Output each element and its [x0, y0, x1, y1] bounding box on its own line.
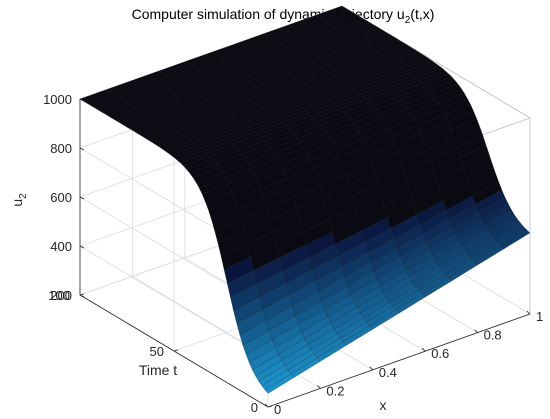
- grid-line: [79, 245, 269, 359]
- x-tick-label: 1: [536, 309, 543, 324]
- chart-title-subscript: 2: [405, 15, 411, 26]
- x-tick: [264, 403, 269, 408]
- x-tick-label: 0.8: [484, 328, 502, 343]
- chart-title: Computer simulation of dynamic trajector…: [132, 6, 435, 26]
- z-tick-label: 400: [50, 239, 72, 254]
- z-tick: [79, 294, 85, 298]
- x-tick-label: 0.6: [431, 346, 449, 361]
- t-tick-label: 100: [48, 288, 70, 303]
- x-tick: [317, 385, 321, 389]
- y-axis-label: Time t: [139, 362, 177, 378]
- axes: 200 400 600 800 1000 0 0.2 0.4 0.6 0.8 1 0 50 100: [43, 92, 543, 417]
- z-tick: [79, 147, 85, 151]
- surface-mesh: [79, 5, 531, 394]
- x-tick: [526, 310, 531, 315]
- z-axis-label: u2: [9, 193, 29, 207]
- z-axis-label-main: u: [9, 199, 25, 207]
- z-tick-label: 600: [50, 190, 72, 205]
- x-tick-label: 0: [274, 402, 281, 417]
- x-tick: [474, 329, 478, 333]
- x-tick-label: 0.4: [379, 365, 397, 380]
- chart-title-suffix: (t,x): [410, 6, 434, 22]
- z-tick-label: 200: [50, 288, 72, 303]
- z-axis-label-subscript: 2: [18, 193, 29, 199]
- x-tick: [369, 366, 374, 371]
- x-axis-line: [267, 313, 531, 408]
- z-tick: [79, 98, 85, 102]
- z-tick: [79, 245, 85, 249]
- x-tick-label: 0.2: [326, 383, 344, 398]
- t-tick: [79, 293, 85, 296]
- z-tick: [79, 196, 85, 200]
- x-tick: [421, 347, 426, 352]
- z-tick-label: 1000: [43, 92, 72, 107]
- x-axis-label: x: [380, 397, 387, 413]
- t-tick: [267, 405, 273, 408]
- z-tick-label: 800: [50, 141, 72, 156]
- t-tick-label: 0: [251, 400, 258, 415]
- t-tick: [173, 349, 179, 352]
- surface-patch: [500, 229, 531, 250]
- t-tick-label: 50: [150, 344, 164, 359]
